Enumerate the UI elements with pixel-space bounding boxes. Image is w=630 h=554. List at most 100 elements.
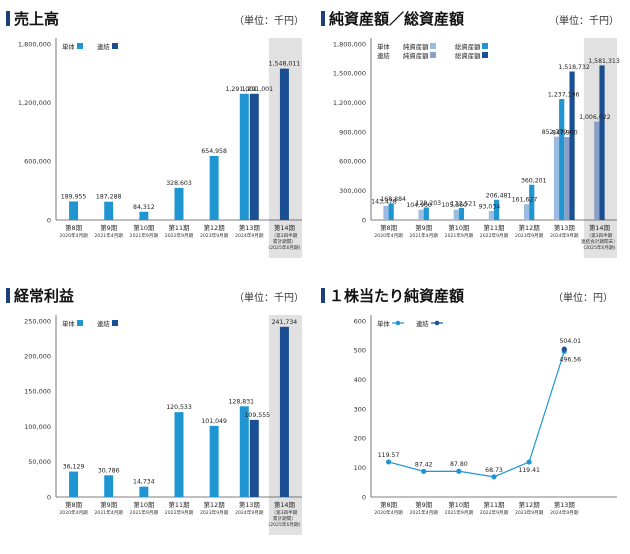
category-label: 第11期 (484, 223, 505, 232)
category-sublabel: 2021年4月期 (95, 232, 124, 239)
data-label: 1,548,011 (269, 61, 301, 68)
category-sublabel: 2024年9月期 (235, 232, 264, 239)
data-label: 119.41 (518, 467, 540, 474)
category-label: 第10期 (448, 223, 469, 232)
data-label: 168,884 (380, 196, 406, 203)
bar-単体-純資産額 (383, 205, 389, 220)
bar-standalone (139, 211, 149, 220)
category-sublabel: 2021年4月期 (95, 509, 124, 516)
data-label: 36,129 (63, 464, 85, 471)
category-sublabel: 2021年9月期 (445, 232, 474, 239)
y-tick-label: 600,000 (339, 158, 366, 166)
bar-単体-総資産額 (559, 99, 565, 220)
y-tick-label: 1,800,000 (333, 40, 366, 48)
legend-label: 総資産額 (455, 42, 481, 51)
category-label: 第12期 (519, 500, 540, 509)
data-label: 87.42 (415, 461, 433, 468)
bps-chart-title: １株当たり純資産額 (329, 287, 465, 305)
ordinary-profit-chart-svg: 0 50,000 100,000 150,000 200,000 250,000 36,12… (24, 315, 302, 535)
sales-chart-panel: 0 600,000 1,200,000 1,800,000 189,955 187,288… (0, 0, 315, 277)
data-point-standalone (421, 468, 427, 474)
bar-連結-総資産額 (599, 65, 605, 221)
series-line-standalone (388, 351, 565, 478)
title-accent-bar (6, 288, 10, 303)
y-tick-label: 0 (362, 216, 366, 224)
category-sublabel: 2023年9月期 (200, 232, 229, 239)
category-sublabel: 2021年4月期 (410, 232, 439, 239)
data-point-standalone (385, 459, 392, 465)
bar-standalone (209, 155, 219, 220)
bar-連結-純資産額 (564, 137, 570, 220)
category-label: 第10期 (448, 500, 469, 509)
ordinary-profit-chart-panel: 0 50,000 100,000 150,000 200,000 250,000 36,12… (0, 277, 315, 554)
category-sublabel: 2021年9月期 (445, 509, 474, 516)
y-tick-label: 900,000 (339, 128, 366, 136)
title-accent-bar (321, 288, 325, 303)
bar-単体-総資産額 (458, 207, 465, 220)
data-label: 161,627 (512, 197, 538, 204)
assets-unit-label: （単位：千円） (549, 16, 619, 27)
y-tick-label: 400 (354, 376, 366, 384)
category-label: 第14期 (274, 500, 295, 509)
category-sublabel: 2023年9月期 (515, 232, 544, 239)
assets-chart-title: 純資産額／総資産額 (329, 10, 465, 28)
data-label: 104,900 (406, 202, 432, 209)
sales-unit-label: （単位：千円） (234, 16, 304, 27)
y-tick-label: 100,000 (24, 423, 51, 431)
bar-consolidated (249, 419, 259, 497)
bps-chart-panel: 0 100 200 300 400 500 600 119.57 87.42 87.80 68.73… (315, 277, 630, 554)
bps-chart-svg: 0 100 200 300 400 500 600 119.57 87.42 87.80 68.73… (354, 315, 617, 516)
category-label: 第8期 (65, 500, 82, 509)
data-label: 241,734 (272, 319, 298, 326)
bar-standalone (69, 201, 79, 220)
bar-単体-純資産額 (418, 209, 424, 220)
bar-単体-総資産額 (494, 199, 500, 220)
category-label: 第12期 (519, 223, 540, 232)
data-label: 847,900 (552, 130, 578, 137)
legend-label: 純資産額 (403, 51, 429, 60)
category-sublabel: （第3四半期 (271, 232, 297, 239)
category-sublabel: 累計期間） (273, 238, 296, 245)
title-accent-bar (321, 11, 325, 26)
category-label: 第11期 (169, 223, 190, 232)
data-label: 128,203 (416, 200, 442, 207)
data-label: 328,603 (166, 180, 192, 187)
data-label: 93,034 (479, 203, 501, 210)
bar-standalone (174, 187, 184, 220)
data-label: 654,958 (201, 148, 227, 155)
category-sublabel: 連結会計期間末） (581, 238, 618, 245)
y-tick-label: 1,500,000 (333, 70, 366, 78)
sales-chart-title: 売上高 (14, 10, 60, 28)
y-tick-label: 1,800,000 (18, 40, 51, 48)
data-label: 1,237,196 (548, 92, 580, 99)
legend-label: 連結 (97, 319, 110, 328)
data-label: 84,312 (133, 204, 155, 211)
category-sublabel: (2025年6月期) (268, 521, 300, 528)
legend-label: 単体 (62, 319, 75, 328)
bar-単体-純資産額 (488, 210, 494, 220)
data-label: 128,831 (228, 398, 254, 405)
bar-standalone (69, 471, 79, 497)
category-sublabel: 2020年4月期 (374, 509, 403, 516)
category-sublabel: 2023年9月期 (200, 509, 229, 516)
category-label: 第14期 (589, 223, 610, 232)
bar-standalone (139, 486, 149, 497)
category-sublabel: 2024年9月期 (550, 232, 579, 239)
legend-swatch (112, 43, 118, 49)
bar-単体-総資産額 (423, 207, 429, 220)
sales-chart-svg: 0 600,000 1,200,000 1,800,000 189,955 187,288… (18, 38, 302, 258)
data-label: 187,288 (96, 194, 122, 201)
category-label: 第9期 (415, 223, 432, 232)
legend-label: 単体 (62, 42, 75, 51)
assets-chart-panel: 0 300,000 600,000 900,000 1,200,000 1,500,000… (315, 0, 630, 277)
data-point-standalone (456, 468, 462, 474)
category-label: 第13期 (554, 223, 575, 232)
category-sublabel: 2024年9月期 (235, 509, 264, 516)
data-label: 30,786 (98, 467, 120, 474)
data-label: 504.01 (559, 338, 581, 345)
legend-label: 連結 (97, 42, 110, 51)
category-label: 第8期 (380, 500, 397, 509)
category-label: 第9期 (415, 500, 432, 509)
legend-swatch (112, 320, 118, 326)
category-label: 第9期 (100, 223, 117, 232)
